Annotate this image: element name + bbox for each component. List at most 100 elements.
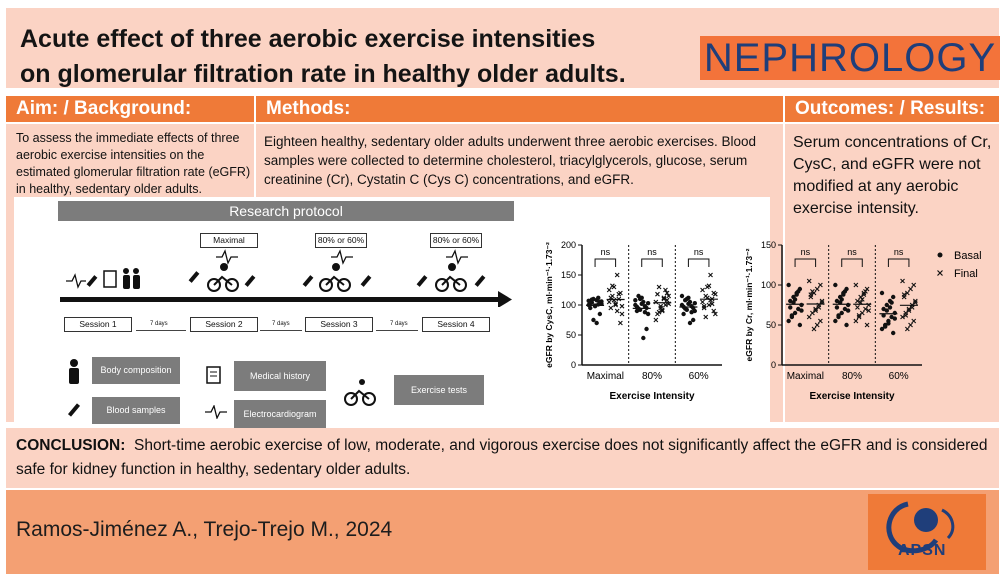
methods-header: Methods: <box>256 96 783 122</box>
data-point-basal <box>842 289 848 294</box>
methods-text: Eighteen healthy, sedentary older adults… <box>264 134 757 187</box>
data-point-final <box>613 301 618 307</box>
days-label-1: 7 days <box>150 321 168 327</box>
significance-label: ns <box>801 247 811 257</box>
intensity-box-maximal: Maximal <box>200 233 258 248</box>
ecg-icon <box>66 249 468 289</box>
data-point-basal <box>833 282 838 288</box>
electrocardiogram-icon <box>205 405 227 419</box>
data-point-final <box>864 322 870 328</box>
data-point-basal <box>588 301 593 306</box>
data-point-final <box>655 291 660 297</box>
data-point-final <box>666 293 672 299</box>
data-point-final <box>610 283 615 289</box>
significance-bracket <box>794 258 817 267</box>
data-point-final <box>810 289 815 294</box>
page-title: Acute effect of three aerobic exercise i… <box>20 22 626 92</box>
data-point-basal <box>892 316 897 321</box>
data-point-basal <box>796 289 801 294</box>
legend-marker-basal <box>937 252 943 258</box>
person-icon <box>123 268 140 289</box>
data-point-basal <box>839 310 844 316</box>
data-point-basal <box>799 308 804 313</box>
research-protocol: Research protocol Maximal 80% or 60% 80%… <box>14 197 982 428</box>
conclusion-body: Short-time aerobic exercise of low, mode… <box>16 437 988 478</box>
exercise-tests-icon <box>344 379 376 406</box>
data-point-final <box>855 298 860 304</box>
data-point-basal <box>797 322 803 328</box>
significance-label: ns <box>694 247 704 257</box>
timeline-arrow <box>60 297 498 302</box>
data-point-final <box>619 311 625 317</box>
data-point-basal <box>687 320 693 326</box>
y-tick-label: 0 <box>771 360 776 370</box>
medical-history-icon <box>206 366 221 384</box>
data-point-basal <box>883 324 888 329</box>
y-tick-label: 200 <box>561 240 576 250</box>
y-axis-label: eGFR by Cr, ml·min⁻¹·1.73⁻² <box>744 248 754 361</box>
session-4: Session 4 <box>422 317 490 332</box>
data-point-final <box>619 303 625 309</box>
data-point-final <box>864 286 870 292</box>
y-tick-label: 100 <box>561 300 576 310</box>
data-point-basal <box>891 294 896 300</box>
intensity-box-session4: 80% or 60% <box>430 233 482 248</box>
timeline-arrowhead <box>498 291 512 307</box>
data-point-basal <box>641 335 646 341</box>
blood-tube-icon <box>86 271 486 287</box>
data-point-final <box>861 292 867 297</box>
data-point-basal <box>884 308 889 313</box>
y-tick-label: 50 <box>766 320 776 330</box>
data-point-basal <box>836 313 841 318</box>
x-tick-label: Maximal <box>587 371 624 382</box>
data-point-final <box>818 282 823 288</box>
session-3: Session 3 <box>305 317 373 332</box>
conclusion-label: CONCLUSION: <box>16 437 126 454</box>
aim-text: To assess the immediate effects of three… <box>16 131 251 196</box>
data-point-final <box>712 311 718 317</box>
data-point-final <box>711 308 717 314</box>
data-point-final <box>703 314 709 320</box>
data-point-final <box>863 306 868 312</box>
title-line-2: on glomerular filtration rate in healthy… <box>20 60 626 88</box>
data-point-final <box>903 313 909 318</box>
data-point-final <box>712 291 718 297</box>
data-point-final <box>814 286 820 292</box>
legend-exercise-tests: Exercise tests <box>394 375 484 405</box>
x-tick-label: 80% <box>842 371 862 382</box>
data-point-final <box>659 307 665 313</box>
data-point-final <box>664 297 670 303</box>
data-point-basal <box>884 302 889 308</box>
legend-label-final: Final <box>954 268 978 280</box>
results-panel: Serum concentrations of Cr, CysC, and eG… <box>785 124 999 422</box>
data-point-final <box>904 326 910 332</box>
data-point-basal <box>887 305 893 310</box>
data-point-final <box>859 310 865 316</box>
data-point-basal <box>644 326 649 332</box>
data-point-final <box>855 305 860 310</box>
data-point-final <box>813 306 818 312</box>
legend-label-basal: Basal <box>954 250 982 262</box>
data-point-final <box>866 308 872 313</box>
legend-marker-final <box>937 270 943 276</box>
x-tick-label: 60% <box>689 371 709 382</box>
data-point-final <box>811 326 817 332</box>
data-point-final <box>912 300 918 305</box>
data-point-basal <box>889 300 894 305</box>
globe-icon <box>886 501 955 554</box>
days-label-3: 7 days <box>390 321 408 327</box>
data-point-basal <box>681 311 686 317</box>
results-text: Serum concentrations of Cr, CysC, and eG… <box>793 134 992 217</box>
significance-bracket <box>641 258 663 267</box>
days-arrow-1 <box>136 330 186 331</box>
data-point-basal <box>679 293 685 299</box>
data-point-basal <box>692 301 697 306</box>
data-point-final <box>618 320 623 326</box>
authors: Ramos-Jiménez A., Trejo-Trejo M., 2024 <box>16 518 393 541</box>
y-tick-label: 50 <box>566 330 576 340</box>
title-banner: Acute effect of three aerobic exercise i… <box>6 8 1000 88</box>
significance-bracket <box>841 258 863 267</box>
data-point-final <box>663 302 668 308</box>
data-point-final <box>900 314 905 320</box>
data-point-basal <box>839 297 844 302</box>
